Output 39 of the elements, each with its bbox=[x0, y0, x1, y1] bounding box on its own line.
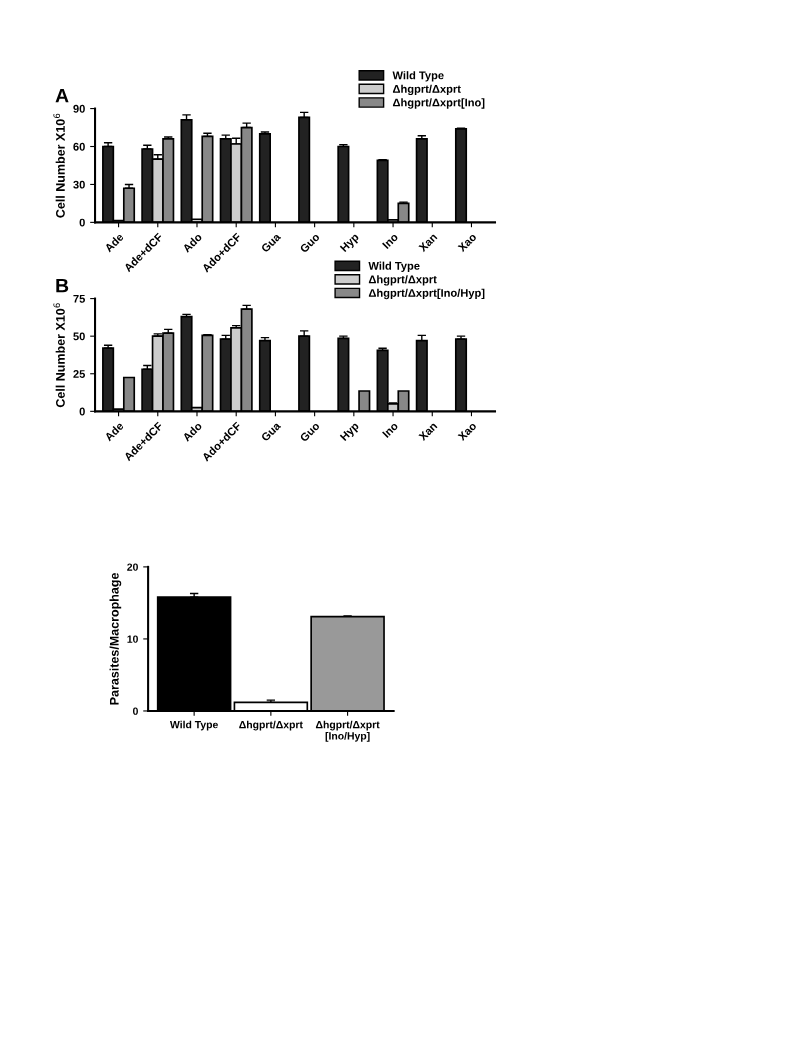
y-tick-label: 30 bbox=[73, 180, 85, 189]
x-tick-label: Ade bbox=[103, 232, 125, 253]
x-tick-label: Ino bbox=[382, 421, 399, 439]
x-tick-label: Xan bbox=[418, 232, 438, 253]
x-tick-label: Δhgprt/Δxprt [Ino/Hyp] bbox=[315, 720, 380, 742]
y-tick-label: 60 bbox=[73, 142, 85, 151]
y-tick-label: 0 bbox=[79, 218, 85, 227]
y-tick-label: 75 bbox=[73, 294, 86, 303]
x-tick-label: Guo bbox=[299, 232, 321, 254]
legend-label: Δhgprt/Δxprt[Ino] bbox=[392, 98, 485, 109]
x-tick-label: Ino bbox=[382, 232, 399, 250]
y-axis-title: Parasites/Macrophage bbox=[109, 573, 122, 705]
chart-title: B bbox=[56, 278, 69, 293]
x-tick-label: Gua bbox=[260, 232, 282, 253]
y-tick-label: 90 bbox=[73, 104, 85, 113]
x-tick-label: Xan bbox=[418, 421, 438, 442]
y-tick-label: 50 bbox=[73, 332, 85, 341]
x-tick-label: Gua bbox=[260, 421, 282, 442]
x-tick-label: Δhgprt/Δxprt bbox=[239, 720, 303, 731]
x-tick-label: Wild Type bbox=[169, 720, 218, 731]
y-tick-label: 25 bbox=[73, 370, 86, 378]
x-tick-label: Hyp bbox=[339, 232, 361, 254]
y-axis-title: Cell Number X10$^{6}$ bbox=[53, 113, 65, 218]
legend-label: Wild Type bbox=[392, 71, 444, 82]
x-tick-label: Ado bbox=[181, 421, 203, 442]
legend-label: Δhgprt/Δxprt bbox=[368, 275, 437, 286]
y-tick-label: 10 bbox=[127, 635, 138, 643]
chart-title: A bbox=[55, 88, 69, 103]
y-tick-label: 0 bbox=[133, 707, 138, 715]
y-tick-label: 0 bbox=[79, 407, 85, 416]
y-tick-label: 20 bbox=[127, 563, 138, 571]
x-tick-label: Ado bbox=[181, 232, 203, 253]
x-tick-label: Xao bbox=[457, 232, 477, 253]
y-axis-title: Cell Number X10$^{6}$ bbox=[53, 303, 65, 408]
legend-label: Δhgprt/Δxprt bbox=[392, 84, 461, 96]
x-tick-label: Xao bbox=[457, 421, 477, 442]
x-tick-label: Hyp bbox=[339, 421, 361, 443]
legend-label: Δhgprt/Δxprt[Ino/Hyp] bbox=[368, 288, 485, 300]
x-tick-label: Guo bbox=[299, 421, 321, 443]
